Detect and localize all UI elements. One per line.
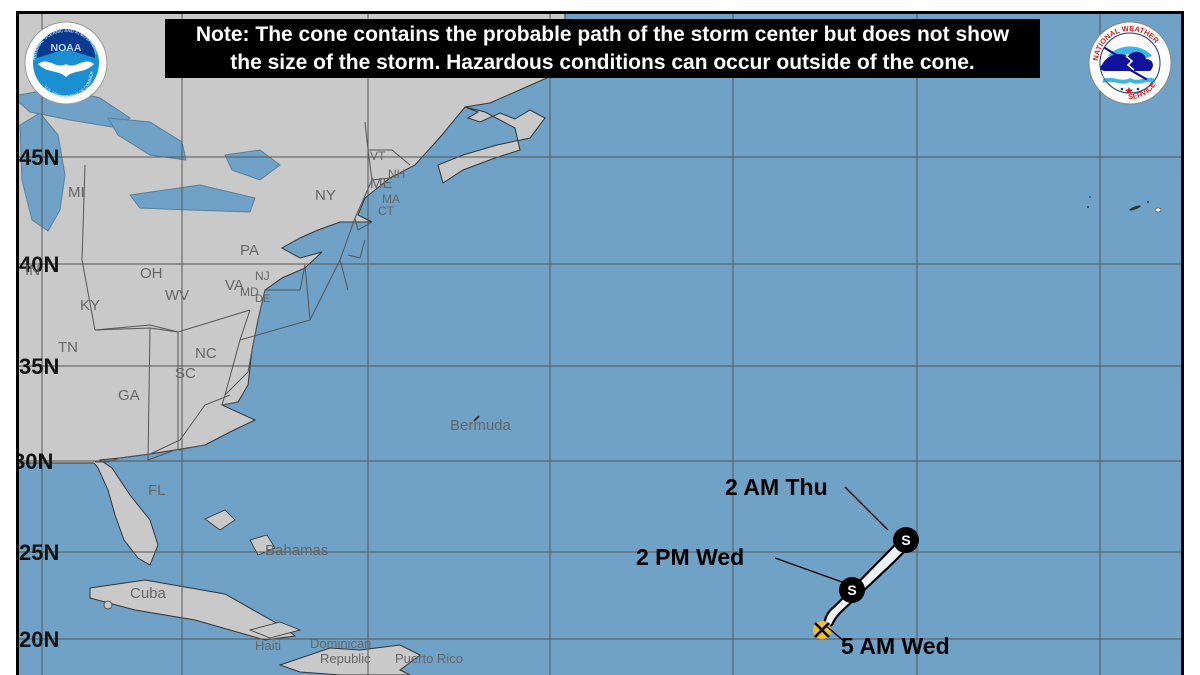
svg-text:GA: GA [118, 387, 140, 404]
svg-text:SC: SC [175, 365, 196, 382]
svg-text:VT: VT [370, 149, 386, 163]
svg-text:NH: NH [388, 167, 405, 181]
svg-text:NY: NY [315, 187, 336, 204]
svg-text:2 PM Wed: 2 PM Wed [636, 544, 744, 570]
svg-text:NOAA: NOAA [51, 42, 82, 54]
svg-text:KY: KY [80, 297, 100, 314]
svg-text:2 AM Thu: 2 AM Thu [725, 474, 828, 500]
svg-text:Dominican: Dominican [310, 636, 371, 651]
svg-text:S: S [847, 582, 856, 598]
svg-text:35N: 35N [19, 354, 59, 379]
svg-text:DE: DE [255, 293, 270, 305]
svg-text:TN: TN [58, 339, 78, 356]
svg-text:25N: 25N [19, 540, 59, 565]
svg-text:PA: PA [240, 242, 259, 259]
svg-text:WV: WV [165, 287, 189, 304]
svg-text:Bermuda: Bermuda [450, 417, 512, 434]
svg-text:30N: 30N [13, 449, 53, 474]
svg-text:Republic: Republic [320, 651, 371, 666]
svg-text:Puerto Rico: Puerto Rico [395, 651, 463, 666]
svg-text:IN: IN [25, 262, 40, 279]
svg-text:Bahamas: Bahamas [265, 542, 328, 559]
svg-text:MI: MI [68, 184, 85, 201]
svg-text:5 AM Wed: 5 AM Wed [841, 633, 950, 659]
svg-text:CT: CT [378, 204, 395, 218]
svg-text:45N: 45N [19, 145, 59, 170]
svg-text:Haiti: Haiti [255, 638, 281, 653]
svg-text:Cuba: Cuba [130, 585, 167, 602]
svg-text:S: S [901, 532, 910, 548]
svg-text:OH: OH [140, 265, 163, 282]
svg-text:NJ: NJ [255, 269, 270, 283]
svg-text:NC: NC [195, 345, 217, 362]
svg-text:FL: FL [148, 482, 166, 499]
svg-text:20N: 20N [19, 627, 59, 652]
